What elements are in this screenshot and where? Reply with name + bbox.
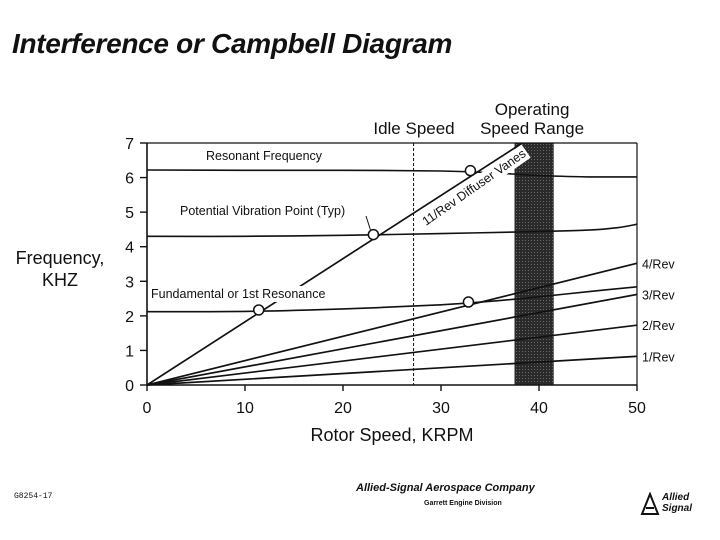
operating-speed-band (514, 143, 554, 385)
y-tick-label: 4 (125, 240, 134, 257)
y-axis-label-line-1: Frequency, (16, 248, 105, 268)
curve-label-background (204, 148, 325, 164)
series-label-11-rev: 11/Rev Diffuser Vanes (420, 146, 529, 228)
order-line (146, 142, 523, 386)
curve-label-background (178, 203, 348, 219)
y-tick-label: 0 (125, 378, 134, 395)
division-name: Garrett Engine Division (424, 500, 502, 507)
allied-signal-logo: Allied Signal (640, 490, 702, 520)
logo-line-1: Allied (662, 492, 690, 503)
curve-label: Potential Vibration Point (Typ) (180, 204, 345, 218)
x-ticks: 0 10 20 30 40 50 (143, 385, 646, 417)
logo-line-2: Signal (662, 503, 693, 514)
operating-range-label-line-2: Speed Range (480, 119, 584, 138)
chart-title: Interference or Campbell Diagram (12, 28, 453, 59)
x-tick-label: 10 (236, 400, 254, 417)
curve-label: Fundamental or 1st Resonance (151, 287, 325, 301)
series-label: 1/Rev (642, 350, 675, 364)
label-leader-line (365, 215, 371, 230)
y-ticks: 0 1 2 3 4 5 6 7 (125, 136, 147, 395)
y-tick-label: 3 (125, 274, 134, 291)
x-tick-label: 20 (334, 400, 352, 417)
y-tick-label: 5 (125, 205, 134, 222)
curve-labels: Resonant Frequency Potential Vibration Po… (149, 148, 371, 302)
intersection-point (462, 296, 475, 308)
x-tick-label: 50 (628, 400, 646, 417)
x-tick-label: 40 (530, 400, 548, 417)
series-label: 3/Rev (642, 288, 675, 302)
figure-code: G8254-17 (14, 492, 53, 501)
operating-range-label-line-1: Operating (495, 100, 570, 119)
y-tick-label: 6 (125, 171, 134, 188)
intersection-point (367, 228, 380, 241)
order-lines (146, 142, 638, 386)
y-tick-label: 1 (125, 343, 134, 360)
order-line (146, 324, 638, 386)
curve-label-background (149, 286, 328, 302)
logo-text: Allied Signal (662, 492, 692, 514)
intersection-point (252, 304, 265, 316)
order-line (146, 262, 638, 386)
resonance-curve (146, 286, 638, 313)
series-label-background (417, 144, 531, 231)
y-axis-label-line-2: KHZ (42, 270, 78, 290)
company-name: Allied-Signal Aerospace Company (356, 482, 535, 494)
idle-speed-label: Idle Speed (373, 119, 454, 138)
x-tick-label: 30 (432, 400, 450, 417)
y-tick-label: 2 (125, 309, 134, 326)
resonance-curves (146, 169, 638, 313)
intersection-points (252, 164, 477, 316)
y-tick-label: 7 (125, 136, 134, 153)
order-line (146, 293, 638, 386)
series-label: 4/Rev (642, 257, 675, 271)
series-label: 2/Rev (642, 319, 675, 333)
allied-signal-logo-icon (640, 492, 660, 515)
resonance-curve (146, 169, 638, 178)
order-line (146, 355, 638, 386)
resonance-curve (146, 223, 638, 238)
curve-label: Resonant Frequency (206, 149, 323, 163)
x-axis-label: Rotor Speed, KRPM (310, 425, 473, 445)
intersection-point (464, 164, 477, 177)
x-tick-label: 0 (143, 400, 152, 417)
